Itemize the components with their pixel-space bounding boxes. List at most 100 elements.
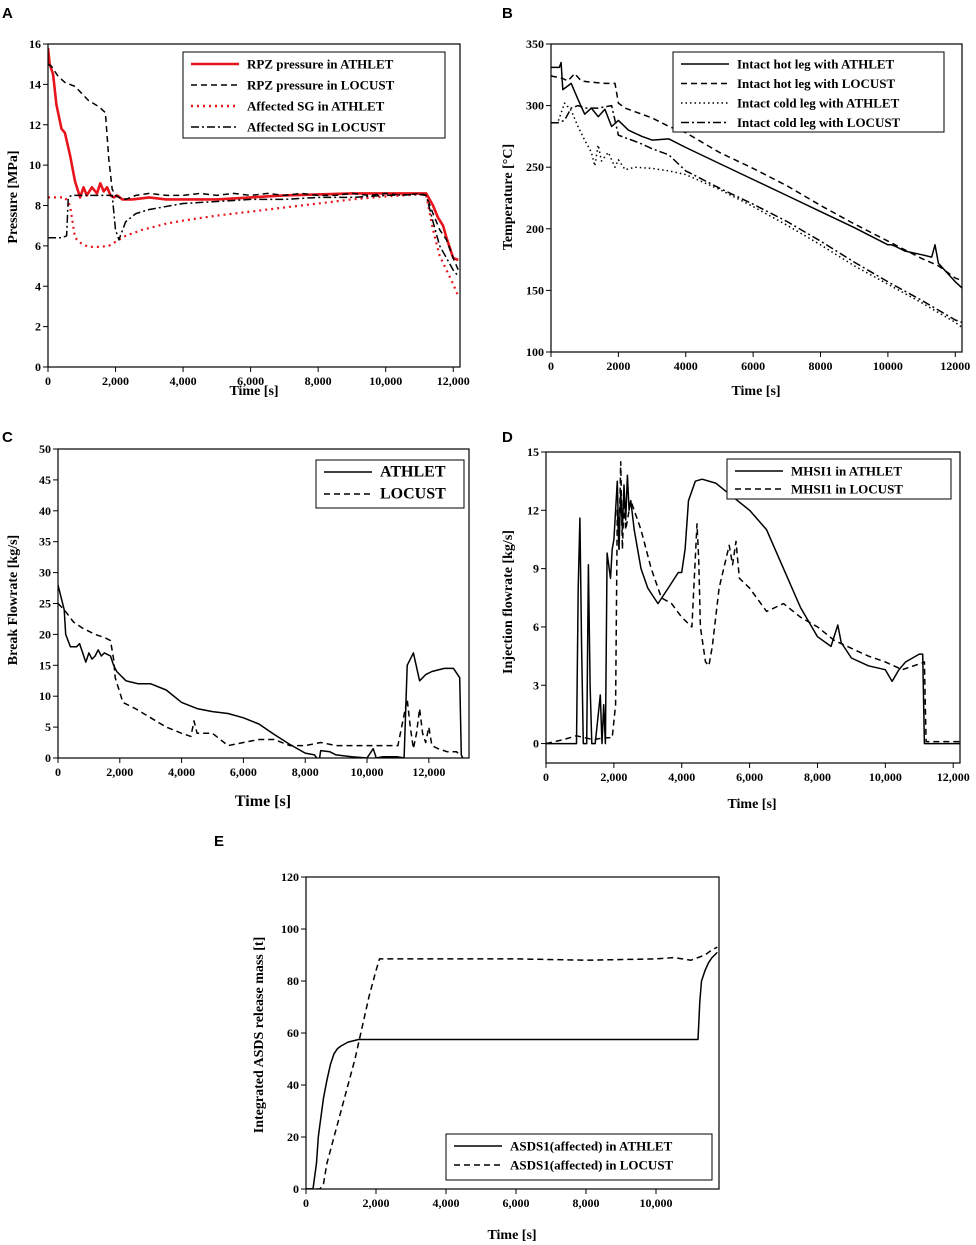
chart-a-y-axis-title: Pressure [MPa] — [6, 150, 21, 243]
chart-a-y-tick-label: 4 — [35, 279, 41, 293]
chart-a: 0 2,000 4,000 6,000 8,000 10,000 12,000 0 2 4 6 8 10… — [29, 37, 470, 388]
chart-d-y-tick-label: 15 — [527, 445, 539, 459]
chart-e-x-tick-label: 6,000 — [503, 1196, 530, 1210]
chart-b-x-tick-label: 12000 — [940, 359, 970, 373]
chart-b-legend-label-4: Intact cold leg with LOCUST — [737, 115, 901, 130]
chart-c-y-tick-label: 50 — [39, 442, 51, 456]
chart-a-y-tick-label: 12 — [29, 118, 41, 132]
chart-e-y-tick-label: 20 — [287, 1130, 299, 1144]
chart-e-series-1 — [306, 951, 718, 1189]
chart-c-y-tick-label: 45 — [39, 473, 51, 487]
chart-d-x-tick-label: 0 — [543, 770, 549, 784]
panel-a: A 0 2,000 4,000 6,000 8,000 10,000 12,000 0 2 4 6 8… — [2, 5, 470, 399]
chart-d-series-2 — [546, 460, 960, 745]
chart-a-x-tick-label: 2,000 — [102, 374, 129, 388]
chart-a-y-tick-label: 16 — [29, 37, 41, 51]
chart-a-x-tick-label: 4,000 — [170, 374, 197, 388]
chart-b-y-tick-label: 100 — [526, 345, 544, 359]
chart-d-legend-label-2: MHSI1 in LOCUST — [791, 482, 903, 497]
chart-c-legend: ATHLET LOCUST — [315, 459, 465, 509]
chart-d-y-tick-label: 6 — [533, 620, 539, 634]
chart-e: 0 2,000 4,000 6,000 8,000 10,000 0 20 40 60 80 100 1… — [281, 870, 720, 1210]
chart-e-series-2 — [306, 946, 718, 1189]
chart-e-y-tick-label: 60 — [287, 1026, 299, 1040]
chart-b-y-tick-label: 300 — [526, 99, 544, 113]
chart-c-y-tick-label: 35 — [39, 535, 51, 549]
chart-a-legend-label-4: Affected SG in LOCUST — [247, 120, 386, 135]
chart-a-series-2 — [48, 63, 459, 271]
chart-a-legend-label-1: RPZ pressure in ATHLET — [247, 57, 394, 72]
chart-e-x-tick-label: 8,000 — [573, 1196, 600, 1210]
panel-c-letter: C — [2, 429, 13, 446]
chart-b-x-tick-label: 4000 — [674, 359, 698, 373]
chart-c-y-tick-label: 40 — [39, 504, 51, 518]
panel-d: D 0 2,000 4,000 6,000 8,000 10,000 12,000 0 3 6 9 1… — [501, 429, 970, 812]
panel-b-letter: B — [502, 5, 513, 22]
chart-d-frame — [545, 451, 961, 764]
panel-a-letter: A — [2, 5, 13, 22]
chart-a-x-tick-label: 6,000 — [237, 374, 264, 388]
chart-d-legend-box — [726, 458, 952, 500]
chart-d-y-tick-label: 12 — [527, 503, 539, 517]
chart-c-series-2 — [58, 602, 461, 756]
chart-e-legend-label-2: ASDS1(affected) in LOCUST — [510, 1158, 674, 1173]
chart-d-x-tick-label: 12,000 — [937, 770, 970, 784]
chart-b-legend: Intact hot leg with ATHLET Intact hot leg… — [672, 51, 945, 133]
chart-e-y-tick-label: 40 — [287, 1078, 299, 1092]
chart-b-x-tick-label: 2000 — [606, 359, 630, 373]
chart-c-y-tick-label: 25 — [39, 597, 51, 611]
chart-c-y-tick-label: 5 — [45, 720, 51, 734]
chart-b-x-tick-label: 8000 — [809, 359, 833, 373]
chart-b-legend-box — [672, 51, 945, 133]
chart-d-y-tick-label: 3 — [533, 678, 539, 692]
chart-b: 0 2000 4000 6000 8000 10000 12000 100 150 200 250 3… — [526, 37, 970, 373]
chart-a-y-tick-label: 14 — [29, 77, 41, 91]
chart-a-legend-box — [182, 51, 446, 139]
chart-e-y-tick-label: 120 — [281, 870, 299, 884]
chart-a-x-tick-label: 12,000 — [437, 374, 470, 388]
chart-e-y-tick-label: 0 — [293, 1182, 299, 1196]
chart-d-x-tick-label: 8,000 — [804, 770, 831, 784]
chart-b-x-tick-label: 6000 — [741, 359, 765, 373]
chart-b-series-2 — [551, 72, 962, 282]
chart-b-frame — [550, 43, 963, 353]
chart-d-y-axis-title: Injection flowrate [kg/s] — [501, 530, 516, 674]
chart-a-series-3 — [48, 193, 460, 297]
chart-b-legend-label-1: Intact hot leg with ATHLET — [737, 57, 895, 72]
chart-c-legend-box — [315, 459, 465, 509]
chart-b-x-axis-title: Time [s] — [731, 384, 780, 399]
chart-e-y-tick-label: 80 — [287, 974, 299, 988]
chart-a-y-tick-label: 10 — [29, 158, 41, 172]
chart-b-series-3 — [551, 102, 962, 329]
chart-a-legend-label-2: RPZ pressure in LOCUST — [247, 78, 395, 93]
chart-a-x-tick-label: 0 — [45, 374, 51, 388]
chart-e-x-tick-label: 2,000 — [363, 1196, 390, 1210]
chart-a-x-tick-label: 8,000 — [305, 374, 332, 388]
panel-e-letter: E — [214, 833, 224, 850]
chart-c-y-tick-label: 10 — [39, 689, 51, 703]
chart-b-x-tick-label: 0 — [548, 359, 554, 373]
chart-d-y-tick-label: 0 — [533, 737, 539, 751]
chart-e-x-axis-title: Time [s] — [487, 1228, 536, 1243]
chart-c: 0 2,000 4,000 6,000 8,000 10,000 12,000 0 5 10 15 2… — [39, 442, 470, 779]
chart-a-x-tick-label: 10,000 — [369, 374, 402, 388]
chart-c-x-tick-label: 6,000 — [230, 765, 257, 779]
chart-c-series-1 — [58, 584, 464, 758]
chart-d-x-tick-label: 10,000 — [869, 770, 902, 784]
chart-d-x-tick-label: 6,000 — [736, 770, 763, 784]
chart-d: 0 2,000 4,000 6,000 8,000 10,000 12,000 0 3 6 9 12 1… — [527, 445, 970, 784]
chart-c-legend-label-2: LOCUST — [380, 486, 446, 503]
panel-b: B 0 2000 4000 6000 8000 10000 12000 100 150 200 25… — [501, 5, 970, 399]
chart-c-y-tick-label: 20 — [39, 627, 51, 641]
chart-c-y-tick-label: 15 — [39, 658, 51, 672]
chart-e-y-tick-label: 100 — [281, 922, 299, 936]
chart-e-x-tick-label: 4,000 — [433, 1196, 460, 1210]
chart-c-y-tick-label: 0 — [45, 751, 51, 765]
chart-a-series-4 — [48, 193, 459, 277]
chart-c-x-tick-label: 4,000 — [168, 765, 195, 779]
chart-c-x-axis-title: Time [s] — [235, 793, 291, 810]
chart-a-legend-label-3: Affected SG in ATHLET — [247, 99, 385, 114]
chart-e-y-axis-title: Integrated ASDS release mass [t] — [252, 937, 267, 1134]
chart-b-y-axis-title: Temperature [°C] — [501, 144, 516, 250]
chart-d-series-1 — [546, 474, 960, 745]
